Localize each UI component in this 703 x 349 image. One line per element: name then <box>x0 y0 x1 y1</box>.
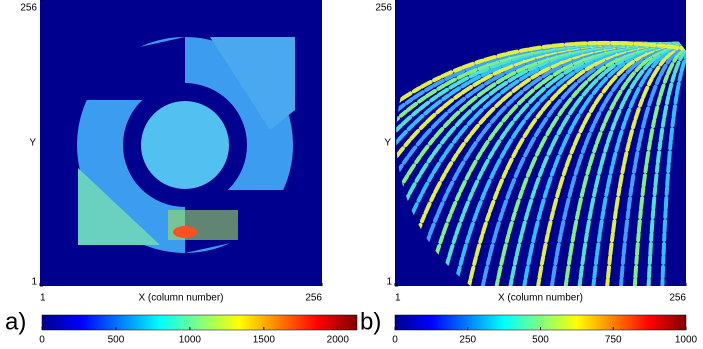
colorbar-tick-label: 500 <box>108 335 125 346</box>
y-tick-label: 256 <box>20 3 37 14</box>
ridge <box>436 42 686 286</box>
ridge <box>395 42 686 286</box>
x-tick-label: 256 <box>669 293 686 304</box>
colorbar-tick-label: 1000 <box>675 335 698 346</box>
ridge <box>464 41 686 286</box>
colorbar-tick-label: 0 <box>39 335 45 346</box>
ridge <box>395 41 686 286</box>
ridge <box>520 41 686 286</box>
panel-label: b) <box>360 308 381 335</box>
colorbar-tick-label: 1000 <box>179 335 202 346</box>
image-a <box>40 0 322 286</box>
x-tick-label: 1 <box>40 293 46 304</box>
colorbar-tick-label: 2000 <box>327 335 350 346</box>
y-axis-label: Y <box>29 138 36 149</box>
colorbar <box>41 314 358 331</box>
ridge <box>618 39 686 286</box>
ridge <box>422 42 686 286</box>
ridge <box>534 41 686 286</box>
colorbar-tick-label: 750 <box>605 335 622 346</box>
ridge <box>450 41 686 286</box>
y-tick-label: 256 <box>375 3 392 14</box>
y-tick-label: 1 <box>386 277 392 288</box>
x-axis-label: X (column number) <box>138 293 223 304</box>
colorbar-tick-label: 1500 <box>253 335 276 346</box>
ridge <box>646 38 686 286</box>
ridge <box>576 40 686 286</box>
panel-label: a) <box>5 308 26 335</box>
y-axis-label: Y <box>384 138 391 149</box>
ridge <box>395 40 686 286</box>
colorbar-tick-label: 500 <box>532 335 549 346</box>
y-tick-label: 1 <box>31 277 37 288</box>
ridge <box>604 39 686 286</box>
image-b <box>395 0 686 286</box>
x-tick-label: 256 <box>305 293 322 304</box>
ridge <box>408 42 686 286</box>
x-axis-label: X (column number) <box>498 293 583 304</box>
ridge <box>590 40 686 286</box>
ridge <box>660 38 686 286</box>
ridge <box>478 41 686 286</box>
ridge <box>562 40 686 286</box>
colorbar-tick-label: 250 <box>459 335 476 346</box>
ridge <box>492 41 686 286</box>
ridge <box>632 38 686 286</box>
ridge <box>506 41 686 286</box>
x-tick-label: 1 <box>395 293 401 304</box>
ridge <box>548 40 686 286</box>
colorbar-tick-label: 0 <box>392 335 398 346</box>
